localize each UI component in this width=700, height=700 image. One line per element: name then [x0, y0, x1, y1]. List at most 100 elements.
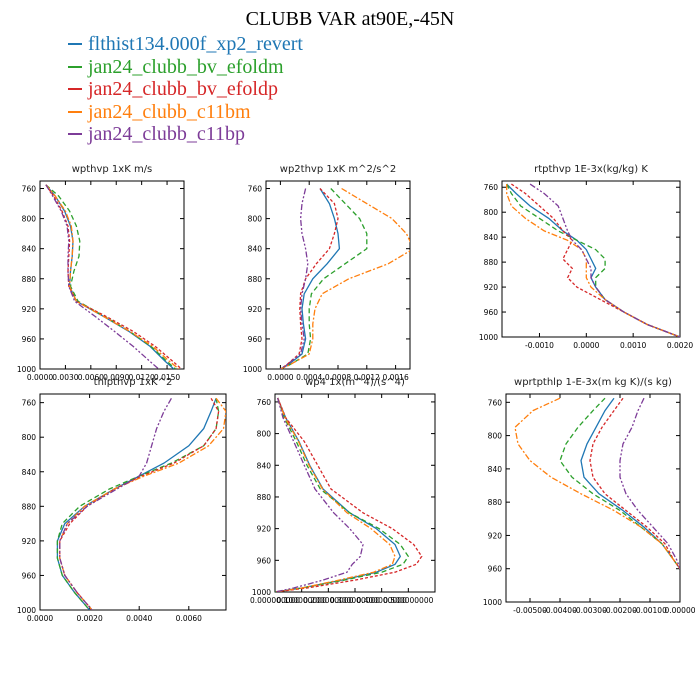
x-tick-label: -0.00500 — [513, 606, 547, 615]
y-tick-label: 920 — [248, 305, 263, 314]
x-tick-label: 0.100000000 — [277, 596, 327, 605]
x-tick-label: 0.0020 — [76, 614, 102, 623]
x-tick-label: 0.0010 — [620, 341, 646, 350]
series-line-1 — [280, 188, 341, 369]
series-line-1 — [56, 398, 217, 610]
series-line-4 — [280, 187, 410, 369]
plot-frame — [39, 180, 185, 370]
x-tick-label: 0.0000 — [27, 373, 53, 382]
x-tick-label: 0.0020 — [667, 341, 693, 350]
x-tick-label: 0.0090 — [103, 373, 129, 382]
series-line-5 — [619, 397, 680, 569]
y-tick-label: 880 — [22, 502, 37, 511]
series-line-4 — [275, 397, 396, 592]
y-tick-label: 1000 — [243, 365, 262, 374]
y-tick-label: 1000 — [252, 588, 271, 597]
y-tick-label: 840 — [488, 465, 503, 474]
y-tick-label: 920 — [22, 537, 37, 546]
x-tick-label: 0.0000 — [27, 614, 53, 623]
y-tick-label: 960 — [22, 335, 37, 344]
y-tick-label: 840 — [22, 468, 37, 477]
panel-6: wprtpthlp 1-E-3x(m kg K)/(s kg) 760 800 840… — [483, 377, 696, 615]
legend-label: jan24_clubb_c11bm — [88, 100, 251, 123]
x-tick-label: 0.0016 — [382, 373, 408, 382]
y-tick-label: 840 — [257, 461, 272, 470]
y-tick-label: 880 — [488, 498, 503, 507]
panel-title: wprtpthlp 1-E-3x(m kg K)/(s kg) — [514, 377, 672, 388]
y-tick-label: 1000 — [17, 365, 36, 374]
series-line-2 — [559, 397, 680, 570]
plot-frame — [505, 393, 681, 603]
x-tick-label: 0.0060 — [78, 373, 104, 382]
series-line-5 — [280, 188, 309, 369]
panel-2: wp2thvp 1xK m^2/s^2 760 800 840 880 920 960 100… — [243, 164, 411, 382]
panel-title: thlpthvp 1xK^2 — [94, 377, 173, 388]
panel-title: wpthvp 1xK m/s — [72, 164, 153, 175]
x-tick-label: 0.0060 — [176, 614, 202, 623]
series-line-2 — [56, 398, 220, 610]
plot-frame — [265, 180, 411, 370]
x-tick-label: 0.0012 — [354, 373, 380, 382]
series-line-5 — [275, 397, 364, 592]
x-tick-label: 0.200000000 — [303, 596, 353, 605]
legend-item: jan24_clubb_c11bm — [68, 101, 303, 124]
series-line-1 — [45, 184, 175, 369]
series-line-4 — [59, 397, 226, 610]
panel-5: wp4 1x(m^4)/(s^4)76080084088092096010000… — [250, 377, 436, 605]
panel-title: wp4 1x(m^4)/(s^4) — [305, 377, 405, 388]
y-tick-label: 760 — [248, 185, 263, 194]
legend-line-swatch — [68, 65, 82, 68]
figure-title: CLUBB VAR at90E,-45N — [245, 8, 455, 30]
legend-line-swatch — [68, 110, 82, 113]
y-tick-label: 1000 — [17, 606, 36, 615]
panel-title: rtpthvp 1E-3x(kg/kg) K — [534, 164, 648, 175]
legend-label: jan24_clubb_c11bp — [88, 123, 246, 146]
y-tick-label: 800 — [248, 215, 263, 224]
x-tick-label: 0.500000000 — [383, 596, 433, 605]
x-tick-label: 0.400000000 — [357, 596, 407, 605]
panel-title: wp2thvp 1xK m^2/s^2 — [280, 164, 396, 175]
y-tick-label: 760 — [22, 399, 37, 408]
series-line-2 — [280, 188, 368, 369]
series-line-1 — [275, 397, 402, 592]
x-tick-label: -0.00200 — [603, 606, 637, 615]
panel-4: thlpthvp 1xK^276080084088092096010000.00… — [17, 377, 227, 623]
series-line-2 — [275, 397, 410, 592]
y-tick-label: 960 — [257, 556, 272, 565]
series-line-5 — [45, 184, 160, 369]
y-tick-label: 920 — [257, 525, 272, 534]
series-line-3 — [59, 397, 220, 610]
y-tick-label: 760 — [257, 398, 272, 407]
x-tick-label: 0.0000 — [573, 341, 599, 350]
y-tick-label: 840 — [484, 233, 499, 242]
x-tick-label: 0.0000 — [267, 373, 293, 382]
x-tick-label: 0.0040 — [126, 614, 152, 623]
y-tick-label: 920 — [484, 283, 499, 292]
x-tick-label: -0.00400 — [543, 606, 577, 615]
series-line-3 — [589, 397, 680, 570]
panel-1: wpthvp 1xK m/s76080084088092096010000.00… — [17, 164, 185, 382]
y-tick-label: 760 — [488, 398, 503, 407]
legend-item: jan24_clubb_bv_efoldm — [68, 56, 303, 79]
y-tick-label: 800 — [488, 432, 503, 441]
series-line-3 — [275, 397, 423, 592]
legend-line-swatch — [68, 133, 82, 136]
x-tick-label: 0.0150 — [154, 373, 180, 382]
y-tick-label: 840 — [248, 245, 263, 254]
x-tick-label: 0.0008 — [325, 373, 351, 382]
legend: flthist134.000f_xp2_revert jan24_clubb_b… — [68, 33, 303, 146]
y-tick-label: 880 — [484, 258, 499, 267]
x-tick-label: 0.000000000 — [250, 596, 300, 605]
series-line-3 — [45, 184, 182, 369]
x-tick-label: 0.0120 — [129, 373, 155, 382]
legend-item: jan24_clubb_bv_efoldp — [68, 78, 303, 101]
y-tick-label: 800 — [22, 215, 37, 224]
series-line-1 — [580, 397, 680, 570]
series-line-2 — [45, 184, 176, 369]
plot-frame — [501, 180, 681, 338]
y-tick-label: 920 — [22, 305, 37, 314]
y-tick-label: 760 — [484, 183, 499, 192]
panel-3: rtpthvp 1E-3x(kg/kg) K 760 800 840 880 920 960… — [479, 164, 693, 350]
legend-item: jan24_clubb_c11bp — [68, 123, 303, 146]
